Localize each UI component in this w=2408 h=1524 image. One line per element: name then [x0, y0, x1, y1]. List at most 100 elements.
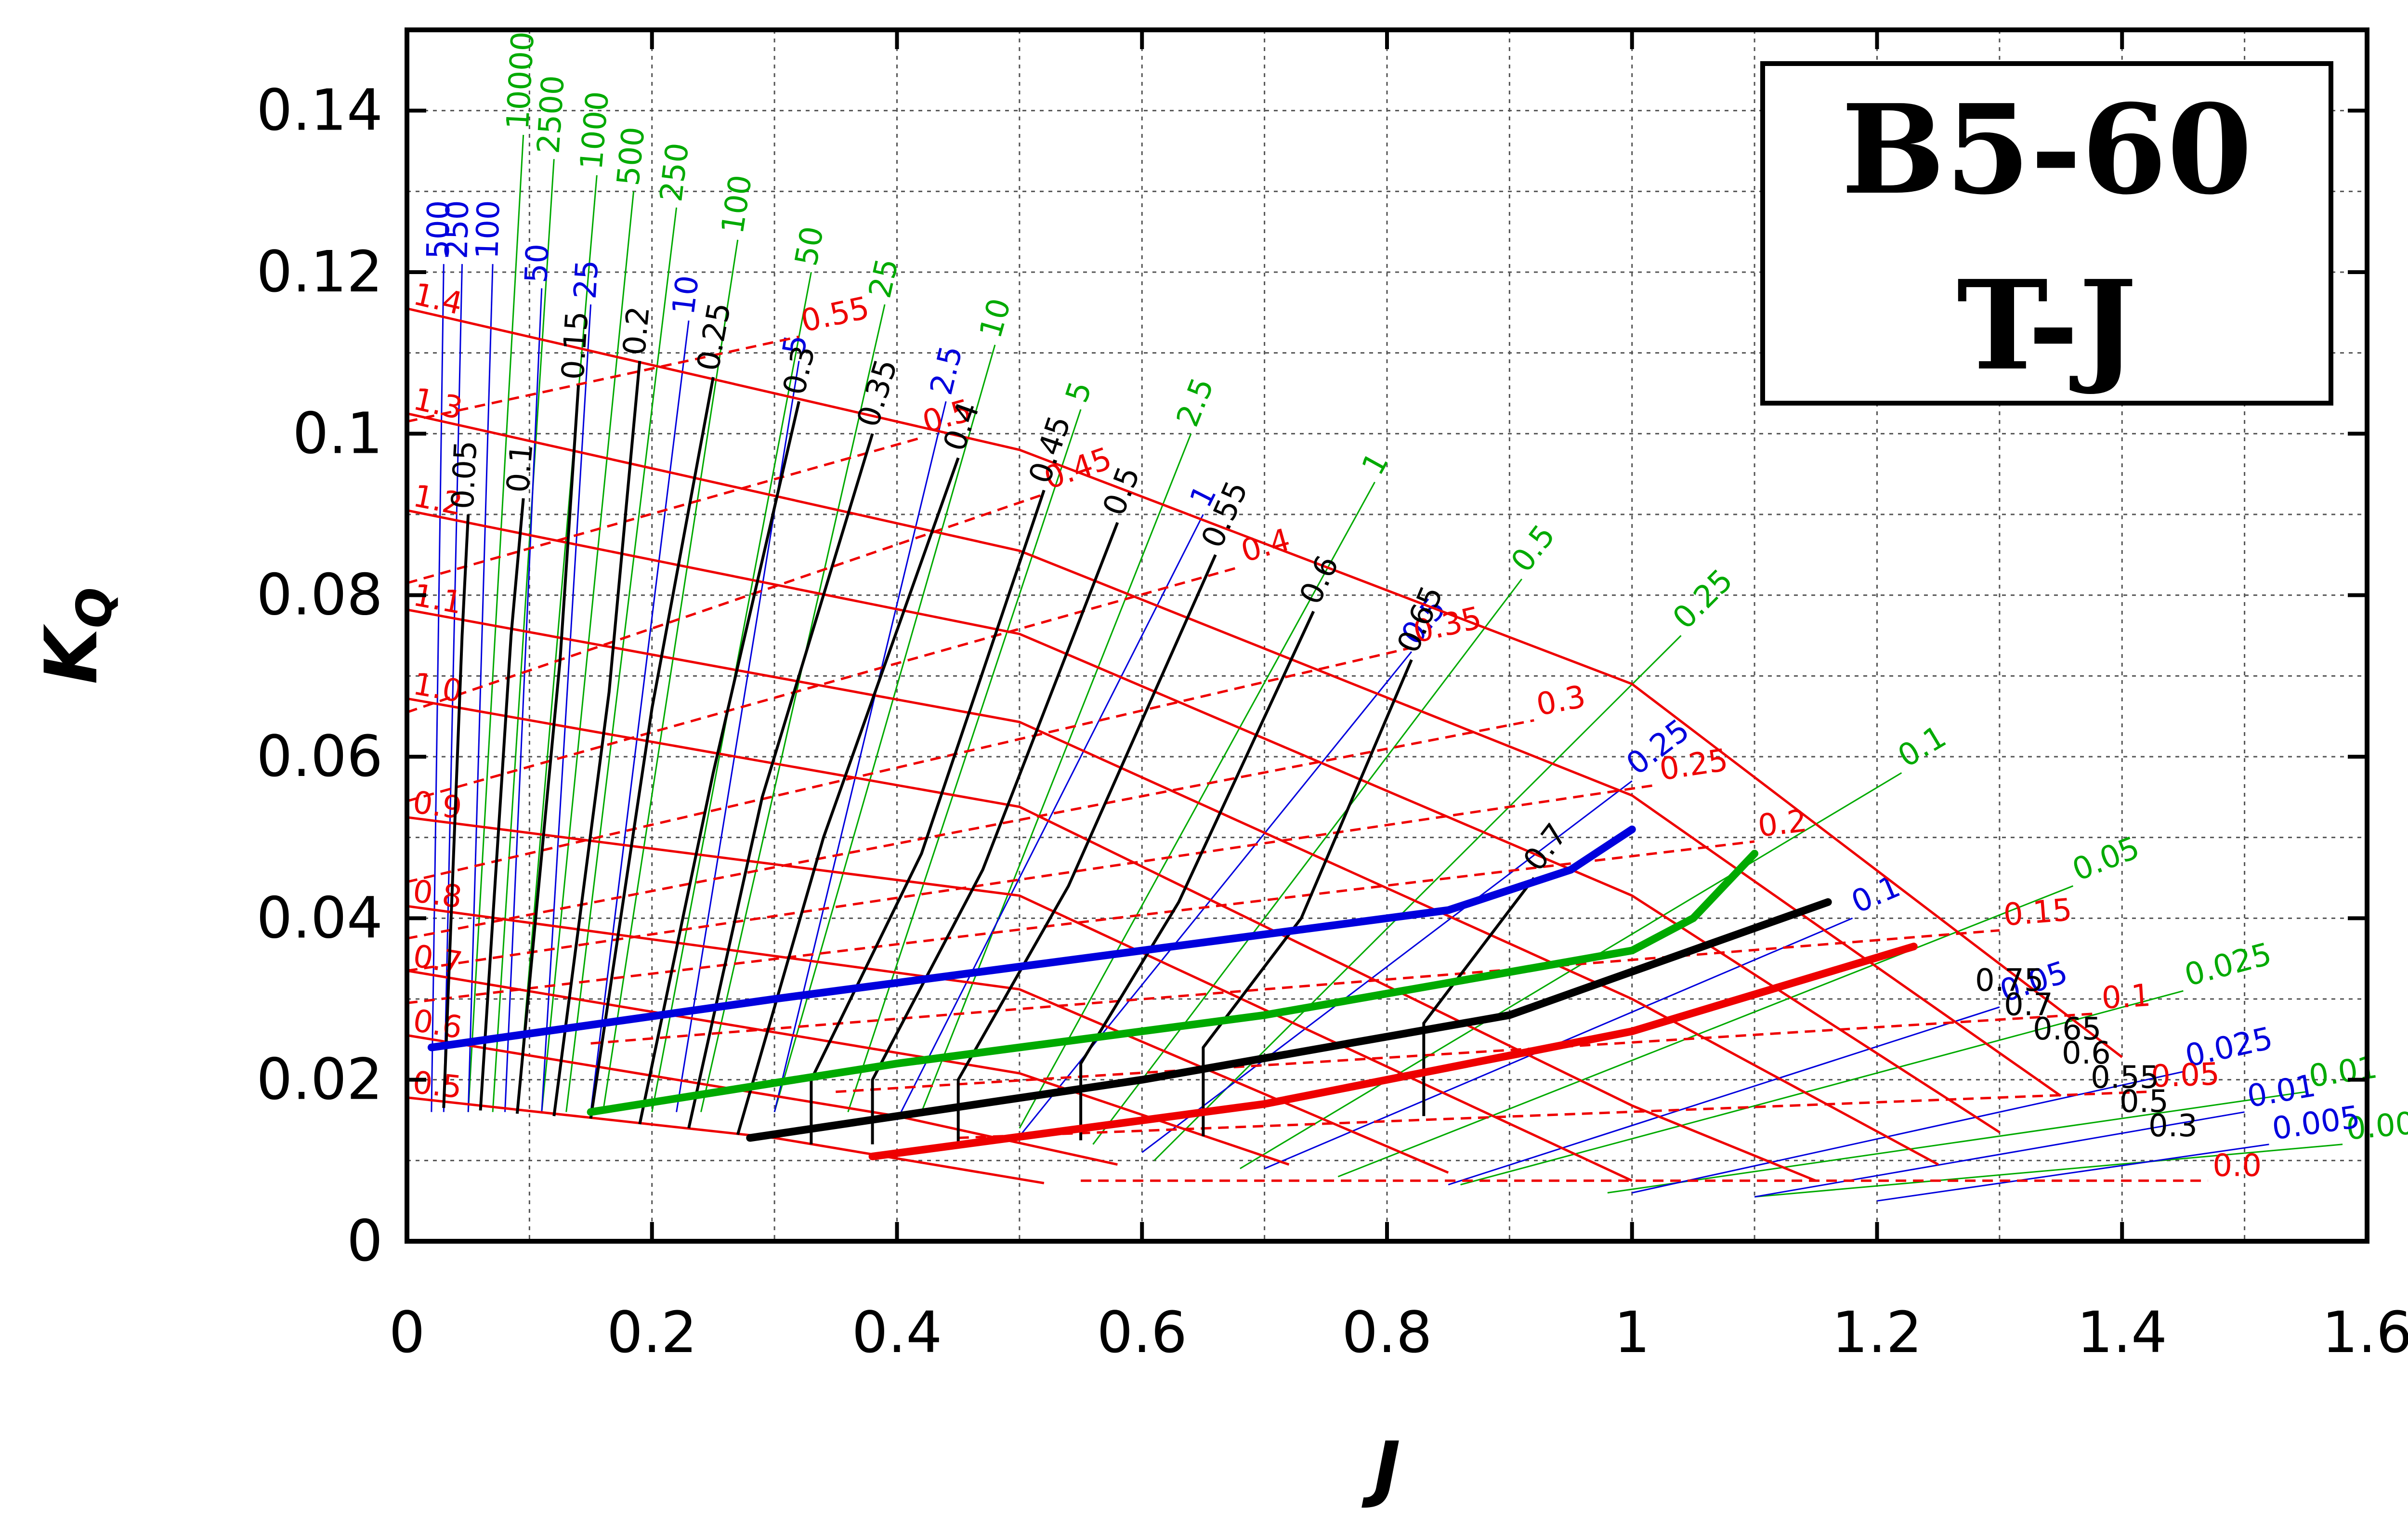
power-curve: [406, 840, 1755, 1004]
power-curve: [406, 493, 1045, 714]
x-axis-title: J: [1361, 1427, 1400, 1511]
green-family-label: 50: [788, 223, 831, 269]
green-family-label: 1000: [574, 90, 616, 171]
power-curve: [406, 784, 1657, 972]
power-label: 0.1: [2101, 978, 2152, 1016]
x-tick-label: 0.8: [1342, 1299, 1432, 1366]
efficiency-curve: [1079, 610, 1315, 1141]
efficiency-label: 0.1: [500, 442, 540, 494]
efficiency-tail-label: 0.65: [2033, 1012, 2102, 1047]
chart-title-box: B5-60 T-J: [1760, 61, 2333, 406]
efficiency-tail-label: 0.6: [2062, 1036, 2111, 1071]
efficiency-tail-label: 0.5: [2120, 1084, 2169, 1120]
y-tick-label: 0.08: [256, 562, 383, 628]
chart-title-line-2: T-J: [1957, 254, 2137, 398]
blue-family-label: 25: [568, 259, 606, 300]
x-tick-label: 0.4: [852, 1299, 942, 1366]
y-axis-title: KQ: [30, 587, 122, 684]
blue-family-label: 10: [666, 274, 706, 317]
power-curve: [406, 565, 1241, 802]
blue-family-curve: [1877, 1143, 2269, 1202]
x-tick-label: 0.6: [1097, 1299, 1187, 1366]
power-curve: [836, 1012, 2098, 1093]
power-label: 0.05: [2150, 1056, 2220, 1094]
power-curve: [958, 1090, 2147, 1139]
power-label: 0.15: [2002, 892, 2073, 933]
efficiency-curve: [479, 498, 525, 1111]
green-family-curve: [541, 191, 635, 1112]
green-family-label: 500: [611, 125, 652, 187]
blue-family-label: 100: [470, 199, 507, 259]
efficiency-curve: [871, 522, 1119, 1144]
x-tick-label: 0.2: [607, 1299, 697, 1366]
pitch-label: 0.6: [410, 1003, 465, 1046]
y-tick-label: 0.02: [256, 1046, 383, 1113]
green-family-label: 250: [654, 141, 696, 204]
chart-title-line-1: B5-60: [1841, 78, 2252, 222]
x-tick-label: 1: [1614, 1299, 1650, 1366]
efficiency-label: 0.05: [445, 440, 484, 510]
green-family-curve: [700, 304, 886, 1113]
blue-family-curve: [1448, 1006, 2000, 1186]
efficiency-curve: [956, 554, 1217, 1143]
pitch-label: 0.8: [411, 874, 464, 916]
green-family-curve: [1337, 885, 2074, 1178]
green-family-curve: [1754, 1143, 2343, 1198]
efficiency-tail-label: 0.75: [1975, 963, 2044, 998]
y-tick-label: 0: [347, 1208, 383, 1274]
efficiency-curve: [589, 377, 715, 1119]
pitch-label: 1.0: [410, 666, 465, 710]
blue-family-label: 250: [439, 200, 476, 260]
blue-family-label: 500: [420, 200, 457, 259]
tick-layer: 0 0.2 0.4 0.6 0.8 1 1.2 1.4 1.6 0 0.02 0.04 0.06 0.08…: [256, 30, 2408, 1366]
pitch-curve: [406, 969, 1290, 1166]
svg-text:KQ: KQ: [30, 587, 122, 684]
efficiency-curve: [687, 433, 874, 1129]
pitch-label: 1.1: [410, 578, 465, 621]
green-family-curve: [516, 175, 598, 1112]
green-family-curve: [1460, 990, 2184, 1186]
pitch-label: 0.7: [410, 938, 465, 982]
efficiency-curve: [638, 401, 800, 1125]
efficiency-label: 0.15: [555, 310, 595, 381]
x-tick-label: 1.4: [2077, 1299, 2167, 1366]
efficiency-curve: [810, 489, 1046, 1144]
pitch-label: 0.5: [411, 1065, 463, 1106]
green-family-label: 100: [715, 172, 759, 236]
power-curve: [406, 335, 799, 423]
pitch-curve: [406, 905, 1449, 1174]
power-label: 0.2: [1756, 803, 1809, 844]
power-curve: [406, 436, 922, 584]
green-family-curve: [1019, 482, 1375, 1129]
power-curve: [406, 719, 1534, 940]
y-axis-title-subscript: Q: [66, 587, 122, 628]
blue-family-curve: [1754, 1111, 2245, 1198]
blue-family-curve: [541, 304, 592, 1112]
optimum-curve: [868, 943, 1918, 1160]
efficiency-curve: [1202, 659, 1413, 1136]
blue-family-curve: [590, 320, 690, 1112]
green-family-curve: [602, 239, 739, 1112]
blue-family-curve: [443, 264, 463, 1112]
optimum-curve: [587, 850, 1759, 1116]
green-family-curve: [847, 409, 1082, 1113]
pitch-curve: [406, 509, 2001, 1133]
y-axis-title-main: K: [30, 624, 114, 684]
efficiency-label: 0.2: [617, 305, 657, 357]
x-tick-label: 1.2: [1832, 1299, 1923, 1366]
green-family-curve: [565, 207, 678, 1112]
optimum-curve: [746, 898, 1832, 1142]
blue-family-curve: [1632, 1071, 2184, 1194]
green-family-curve: [1607, 1091, 2306, 1194]
optimum-curve: [427, 825, 1636, 1051]
efficiency-curve: [736, 457, 960, 1135]
pitch-curve: [406, 697, 1817, 1182]
green-family-label: 10000: [500, 31, 541, 131]
blue-family-curve: [431, 264, 445, 1112]
efficiency-curve: [442, 514, 470, 1108]
x-tick-label: 0: [389, 1299, 425, 1366]
power-curve: [590, 929, 2000, 1045]
efficiency-tail-label: 0.55: [2091, 1060, 2159, 1095]
pitch-curve: [406, 412, 2062, 1097]
